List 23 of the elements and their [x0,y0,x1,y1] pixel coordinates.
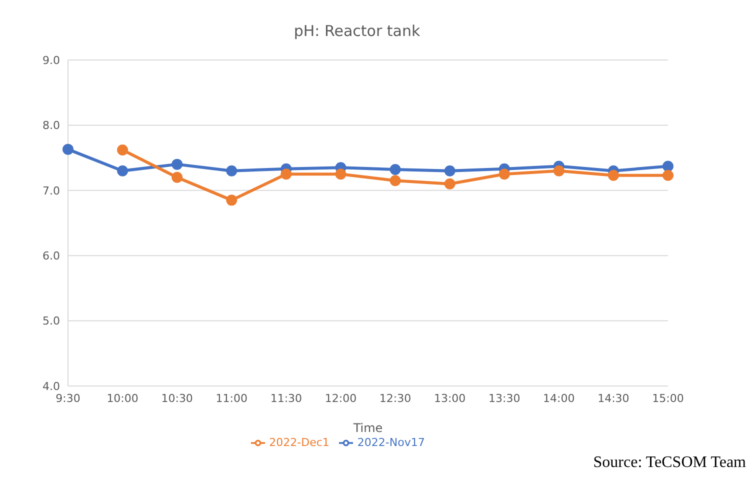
x-tick-label: 14:30 [598,392,630,405]
x-tick-label: 10:00 [106,392,138,405]
x-tick-label: 9:30 [56,392,80,405]
y-tick-label: 7.0 [42,184,60,198]
x-tick-label: 12:30 [379,392,412,405]
source-note: Source: TeCSOM Team [593,454,746,472]
chart-title: pH: Reactor tank [292,21,422,40]
x-axis-title: Time [352,421,383,435]
y-tick-label: 8.0 [42,119,60,132]
y-tick-label: 5.0 [42,314,60,328]
y-tick-label: 6.0 [42,250,60,263]
x-tick-label: 13:00 [434,392,466,405]
legend-label: 2022-Dec1 [269,436,330,450]
y-tick-label: 4.0 [42,380,60,393]
y-tick-label: 9.0 [42,54,60,67]
x-tick-label: 11:00 [216,392,248,405]
x-tick-label: 13:30 [488,392,520,405]
x-tick-label: 11:30 [270,392,302,405]
x-tick-label: 10:30 [161,392,193,405]
x-tick-label: 14:00 [543,392,575,405]
legend-label: 2022-Nov17 [357,436,425,450]
x-tick-label: 15:00 [652,392,684,405]
x-tick-label: 12:00 [324,392,357,405]
